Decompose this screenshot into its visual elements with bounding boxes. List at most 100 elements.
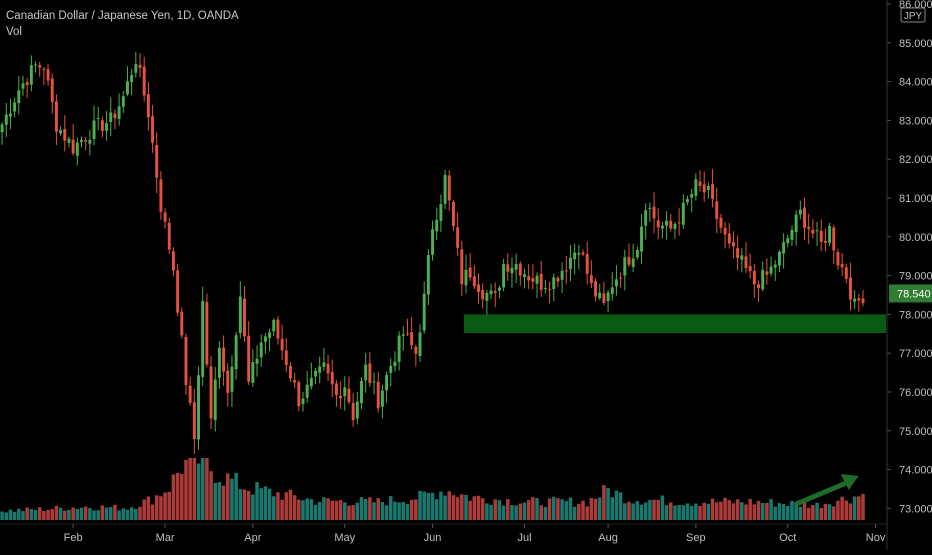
volume-bar [669, 502, 673, 520]
candle [163, 208, 167, 229]
candle-body [456, 227, 460, 248]
candle [293, 372, 297, 389]
candle [485, 289, 489, 315]
candle-body [393, 361, 397, 367]
volume-bar [226, 473, 230, 520]
candle-body [844, 267, 848, 279]
volume-bar [819, 507, 823, 520]
candle [740, 248, 744, 273]
volume-bar [832, 506, 836, 520]
candle-body [25, 82, 29, 86]
candle-body [151, 116, 155, 143]
candle-body [535, 275, 539, 284]
volume-bar [154, 495, 159, 520]
candle [397, 331, 401, 371]
candle [460, 240, 464, 296]
candle [472, 265, 476, 289]
candle [414, 344, 418, 367]
candle-body [100, 120, 104, 131]
candle-body [644, 210, 648, 226]
symbol-title[interactable]: Canadian Dollar / Japanese Yen, 1D, OAND… [6, 10, 239, 22]
candle [857, 293, 861, 313]
candle-body [117, 106, 121, 120]
candle-body [243, 298, 246, 337]
volume-bar [748, 498, 752, 520]
candle-body [21, 83, 25, 89]
candle [213, 366, 217, 432]
candle-body [798, 209, 802, 215]
candle [836, 248, 840, 271]
volume-bar [551, 496, 556, 520]
candle-body [836, 252, 840, 266]
candle-body [376, 381, 380, 409]
candle [322, 347, 326, 371]
candle [121, 90, 125, 113]
volume-bar [422, 491, 426, 520]
candle [17, 76, 21, 115]
price-tick-label: 75.000 [899, 426, 932, 438]
legend: Canadian Dollar / Japanese Yen, 1D, OAND… [6, 8, 239, 40]
candle [238, 281, 242, 339]
price-tick-label: 81.000 [899, 193, 932, 205]
price-axis[interactable]: 73.000 74.000 75.000 76.000 77.000 78.000 79.0… [886, 0, 932, 550]
volume-bar [802, 502, 807, 520]
volume-label[interactable]: Vol [6, 26, 22, 38]
price-tick-label: 77.000 [899, 348, 932, 360]
volume-bar [363, 498, 368, 520]
candle [180, 307, 184, 339]
time-axis[interactable]: Feb Mar Apr May Jun Jul Aug Sep Oct Nov [0, 523, 887, 544]
candle-body [130, 75, 134, 83]
volume-bar [510, 505, 514, 520]
candle [92, 105, 96, 146]
volume-bar [351, 505, 355, 520]
candle-body [648, 207, 652, 209]
candle-body [702, 184, 706, 193]
candle [25, 77, 29, 98]
candle-body [226, 370, 230, 393]
volume-bar [17, 508, 21, 520]
candle-body [309, 377, 313, 387]
volume-bar [740, 502, 744, 520]
candle [648, 202, 652, 222]
volume-bar [447, 491, 452, 520]
volume-bar [301, 500, 305, 520]
candle [393, 351, 397, 372]
candle-body [723, 227, 727, 235]
candle-body [364, 364, 368, 381]
candle-body [272, 320, 276, 332]
candle-body [577, 253, 581, 255]
candle [443, 169, 447, 210]
volume-bars [0, 458, 865, 520]
candle-body [803, 207, 806, 228]
candle [552, 273, 556, 302]
volume-bar [79, 507, 84, 520]
candle [736, 235, 740, 271]
time-tick-label: Oct [779, 532, 796, 544]
candle [334, 380, 338, 407]
volume-bar [610, 497, 615, 520]
candle-body [126, 81, 129, 95]
candle-body [807, 226, 811, 229]
candle [347, 376, 351, 405]
candle [631, 243, 635, 273]
candle [782, 233, 786, 269]
volume-bar [92, 510, 96, 520]
candle [543, 279, 547, 294]
candle-body [539, 273, 543, 290]
volume-bar [514, 505, 518, 520]
candle-body [581, 252, 585, 255]
candle-body [167, 222, 171, 250]
volume-bar [259, 488, 263, 520]
candle-body [155, 144, 159, 178]
volume-trend-arrowhead [840, 474, 859, 490]
price-tick-label: 73.000 [899, 503, 932, 515]
candle [301, 391, 305, 412]
candle-body [288, 366, 292, 379]
volume-bar [284, 492, 289, 520]
candle-body [305, 384, 309, 398]
candle [4, 103, 8, 138]
volume-bar [593, 498, 598, 520]
candle [364, 352, 368, 393]
